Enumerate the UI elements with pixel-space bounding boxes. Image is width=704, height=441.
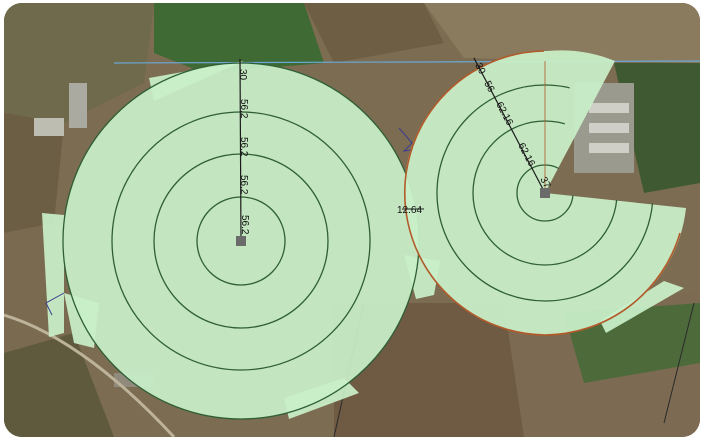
left-label-1: 30 (237, 69, 248, 81)
right-pivot-center[interactable] (540, 188, 550, 198)
right-label-5: 37 (537, 175, 552, 190)
right-pivot-coverage (403, 50, 686, 336)
left-label-2: 56.2 (238, 99, 249, 119)
left-label-3: 56.2 (238, 137, 249, 157)
right-label-2: 56 (481, 79, 496, 94)
gap-label: 12.64 (397, 205, 422, 216)
right-label-1: 30 (472, 61, 487, 76)
map-frame: 30 56.2 56.2 56.2 56.2 30 56 62.16 62.16… (4, 3, 700, 437)
right-boundary-arc (403, 50, 545, 224)
left-radius-labels: 30 56.2 56.2 56.2 56.2 (237, 69, 250, 235)
left-label-4: 56.2 (238, 175, 249, 195)
left-radius-line (239, 58, 242, 242)
left-pivot-center[interactable] (236, 236, 246, 246)
right-radius-line (473, 57, 546, 194)
left-boundary (45, 292, 65, 316)
left-label-5: 56.2 (239, 215, 250, 235)
aerial-map[interactable]: 30 56.2 56.2 56.2 56.2 30 56 62.16 62.16… (4, 3, 700, 437)
